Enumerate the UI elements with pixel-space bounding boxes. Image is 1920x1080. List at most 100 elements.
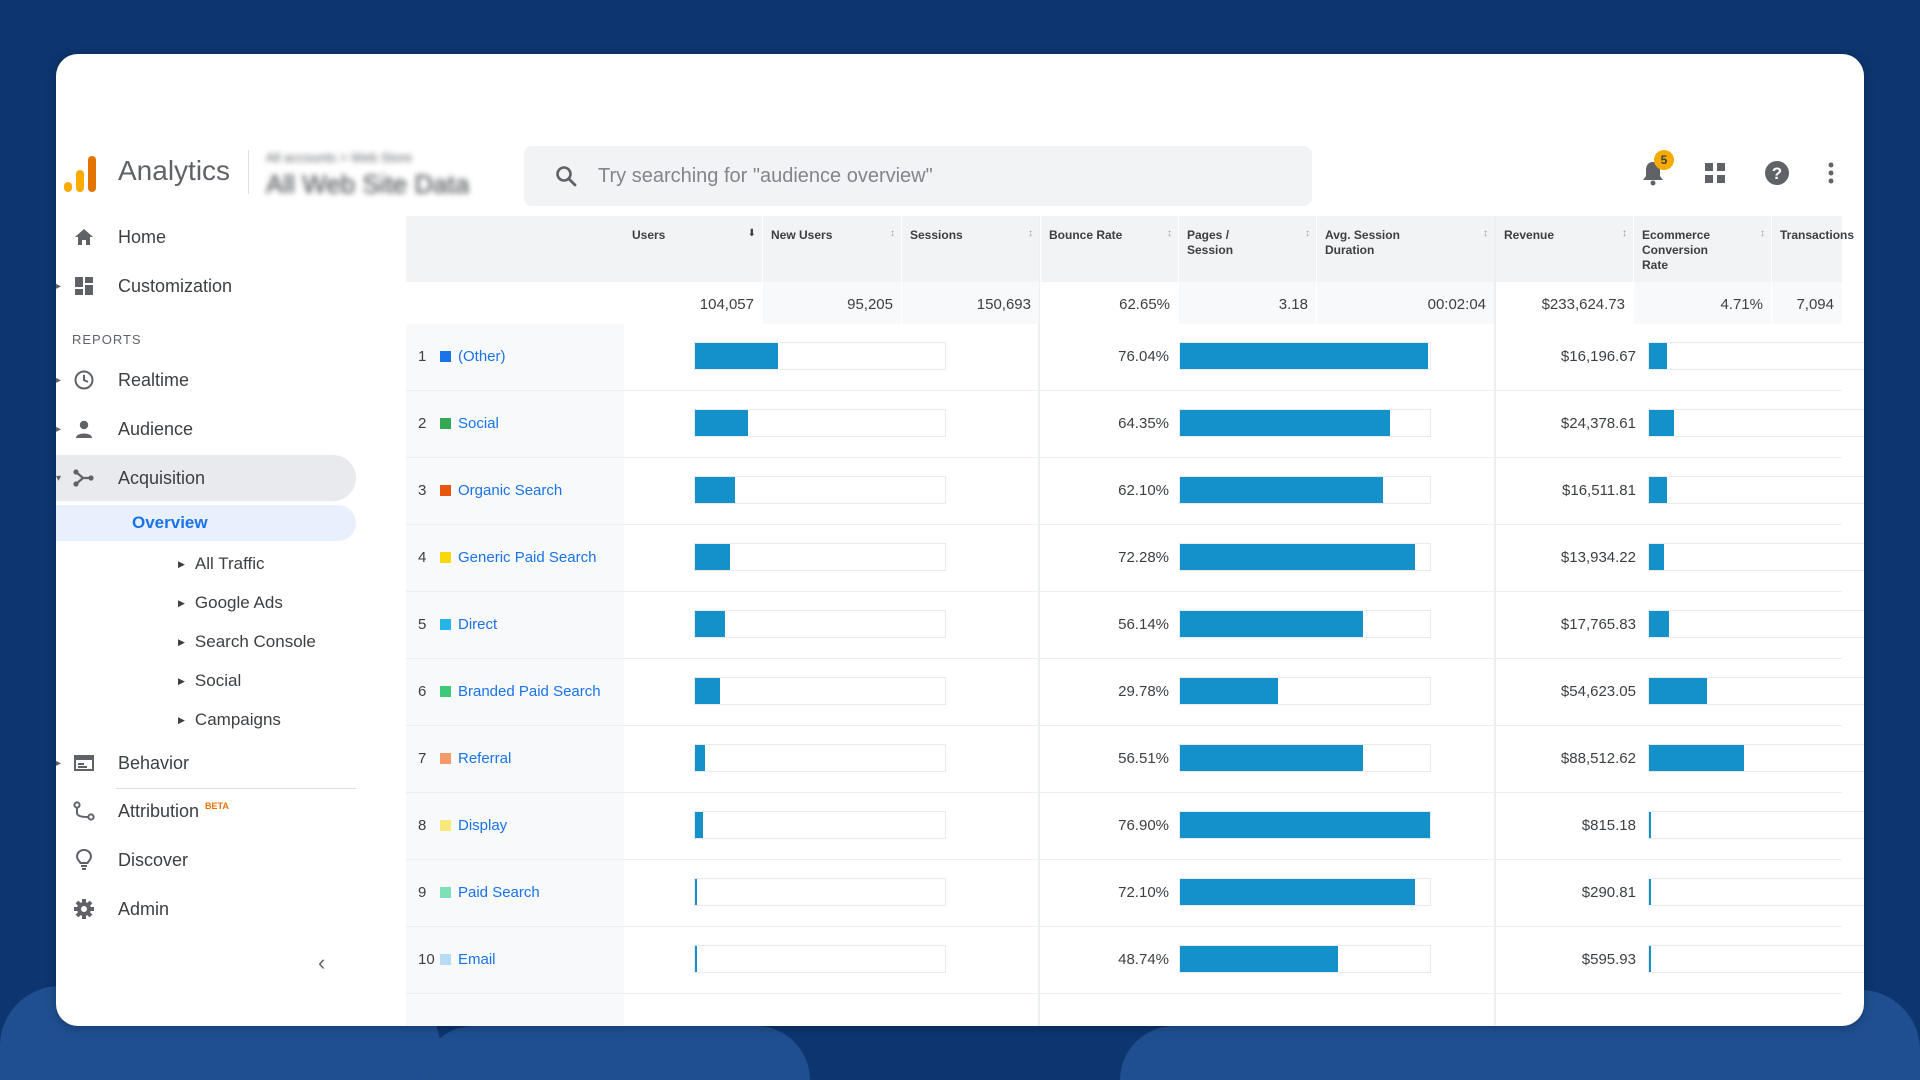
apps-grid-icon	[1705, 163, 1725, 183]
beta-badge: BETA	[205, 800, 229, 811]
acquisition-bar-track	[694, 677, 946, 705]
column-header-ecommerce-conversion-rate[interactable]: Ecommerce Conversion Rate ↕	[1634, 216, 1771, 282]
conversion-bar-track	[1648, 543, 1864, 571]
expand-caret-icon: ▸	[56, 757, 62, 769]
reports-section-label: REPORTS	[72, 332, 142, 347]
bounce-rate-value: 56.14%	[1118, 616, 1169, 633]
revenue-value: $595.93	[1581, 951, 1636, 968]
sidebar-item-campaigns[interactable]: ▶ Campaigns	[178, 702, 281, 738]
column-header-label: Transactions	[1780, 228, 1855, 242]
total-transactions: 7,094	[1772, 282, 1842, 324]
search-bar[interactable]	[524, 146, 1312, 206]
channel-link[interactable]: Social	[458, 415, 499, 432]
channel-link[interactable]: (Other)	[458, 348, 506, 365]
conversion-bar-track	[1648, 811, 1864, 839]
sidebar-item-label: Campaigns	[194, 710, 281, 729]
expand-caret-icon: ▶	[178, 714, 185, 725]
channel-link[interactable]: Referral	[458, 750, 512, 767]
column-header-bounce-rate[interactable]: Bounce Rate ↕	[1041, 216, 1178, 282]
conversion-bar	[1649, 879, 1651, 905]
account-selector[interactable]: All accounts > Web Store All Web Site Da…	[266, 150, 469, 200]
behavior-bar	[1180, 812, 1430, 838]
expand-caret-icon: ▶	[178, 636, 185, 647]
channel-link[interactable]: Email	[458, 951, 496, 968]
bounce-rate-value: 56.51%	[1118, 750, 1169, 767]
more-options-button[interactable]	[1816, 158, 1846, 188]
acquisition-bar	[695, 410, 748, 436]
analytics-logo-icon[interactable]	[64, 156, 98, 192]
conversion-bar	[1649, 611, 1669, 637]
expand-caret-icon: ▸	[56, 280, 62, 292]
column-header-transactions[interactable]: Transactions	[1772, 216, 1854, 282]
conversion-bar	[1649, 410, 1674, 436]
sidebar-item-label: Google Ads	[194, 593, 283, 612]
row-rank: 1	[418, 348, 427, 365]
table-row: 2Social22,04164.35%$24,378.61	[406, 391, 1864, 458]
sidebar-item-home[interactable]: Home	[56, 214, 356, 260]
conversion-bar	[1649, 745, 1744, 771]
column-header-sessions[interactable]: Sessions ↕	[902, 216, 1039, 282]
sidebar-item-behavior[interactable]: ▸ Behavior	[56, 740, 356, 786]
total-new-users: 95,205	[763, 282, 901, 324]
column-header-users[interactable]: Users ⬇	[624, 216, 762, 282]
sort-icon: ↕	[890, 228, 895, 239]
conversion-bar-track	[1648, 342, 1864, 370]
collapse-sidebar-chevron-icon[interactable]: ‹	[318, 950, 326, 975]
sidebar-item-social[interactable]: ▶ Social	[178, 663, 241, 699]
behavior-icon	[72, 751, 96, 775]
sidebar-item-attribution[interactable]: Attribution BETA	[56, 788, 356, 834]
channel-color-swatch	[440, 351, 451, 362]
sidebar-item-google-ads[interactable]: ▶ Google Ads	[178, 585, 283, 621]
collapse-caret-icon: ▾	[56, 472, 62, 484]
acquisition-icon	[72, 466, 96, 490]
attribution-icon	[72, 799, 96, 823]
behavior-bar-track	[1179, 878, 1431, 906]
sidebar-item-label: Realtime	[118, 369, 190, 390]
notifications-button[interactable]: 5	[1638, 150, 1674, 188]
acquisition-bar	[695, 812, 703, 838]
channel-link[interactable]: Organic Search	[458, 482, 563, 499]
table-row: 1(Other)33,82576.04%$16,196.67	[406, 324, 1864, 391]
channel-link[interactable]: Paid Search	[458, 884, 540, 901]
column-header-new-users[interactable]: New Users ↕	[763, 216, 901, 282]
sidebar-item-realtime[interactable]: ▸ Realtime	[56, 357, 356, 403]
acquisition-bar-track	[694, 342, 946, 370]
channel-link[interactable]: Generic Paid Search	[458, 549, 597, 566]
account-path: All accounts > Web Store	[266, 150, 413, 165]
sidebar-item-acquisition[interactable]: ▾ Acquisition	[56, 455, 356, 501]
channel-link[interactable]: Direct	[458, 616, 498, 633]
behavior-bar-track	[1179, 610, 1431, 638]
sidebar-item-admin[interactable]: Admin	[56, 886, 356, 932]
expand-caret-icon: ▸	[56, 374, 62, 386]
sidebar-item-customization[interactable]: ▸ Customization	[56, 263, 356, 309]
column-header-label: New Users	[771, 228, 833, 242]
sidebar-item-discover[interactable]: Discover	[56, 837, 356, 883]
channel-link[interactable]: Display	[458, 817, 508, 834]
sort-icon: ↕	[1483, 228, 1488, 239]
row-rank: 5	[418, 616, 427, 633]
help-button[interactable]: ?	[1762, 158, 1792, 188]
sidebar-item-all-traffic[interactable]: ▶ All Traffic	[178, 546, 265, 582]
sidebar-item-search-console[interactable]: ▶ Search Console	[178, 624, 316, 660]
channel-link[interactable]: Branded Paid Search	[458, 683, 601, 700]
sort-icon: ↕	[1028, 228, 1033, 239]
sidebar-item-overview[interactable]: Overview	[56, 505, 356, 541]
behavior-bar	[1180, 410, 1390, 436]
sidebar-item-label: Social	[194, 671, 242, 690]
column-header-avg-session-duration[interactable]: Avg. Session Duration ↕	[1317, 216, 1494, 282]
apps-button[interactable]	[1700, 158, 1730, 188]
conversion-bar-track	[1648, 945, 1864, 973]
behavior-bar-track	[1179, 409, 1431, 437]
acquisition-bar	[695, 343, 778, 369]
home-icon	[72, 225, 96, 249]
sidebar-item-audience[interactable]: ▸ Audience	[56, 406, 356, 452]
sort-icon: ↕	[1167, 228, 1172, 239]
conversion-bar	[1649, 678, 1707, 704]
revenue-value: $290.81	[1581, 884, 1636, 901]
column-shade	[1038, 216, 1040, 1026]
conversion-bar	[1649, 343, 1667, 369]
search-input[interactable]	[598, 160, 1278, 192]
column-header-pages-session[interactable]: Pages / Session ↕	[1179, 216, 1316, 282]
column-header-revenue[interactable]: Revenue ↕	[1496, 216, 1633, 282]
